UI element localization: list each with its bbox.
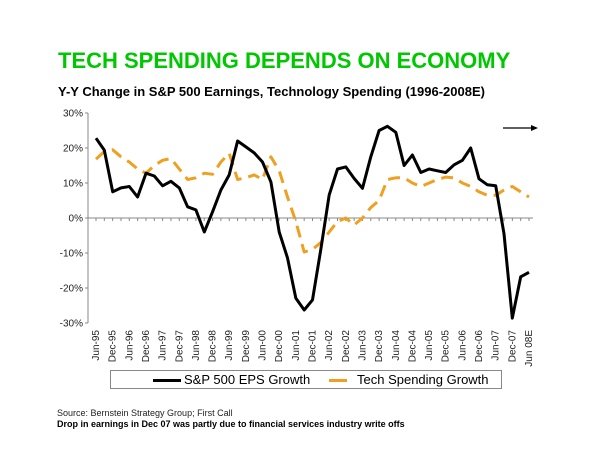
y-tick-labels: 30% 20% 10% 0% -10% -20% -30% xyxy=(60,109,83,330)
tech-spending-line xyxy=(94,148,530,254)
x-tick-label: Jun-03 xyxy=(357,330,368,361)
x-tick-label: Dec-03 xyxy=(374,330,385,363)
x-tick-label: Jun-06 xyxy=(457,330,468,361)
x-tick-label: Jun-02 xyxy=(324,330,335,361)
eps-growth-line xyxy=(94,124,530,320)
x-tick-labels: Jun-95 Dec-95 Jun-96 Dec-96 Jun-97 Dec-97 Jun-… xyxy=(91,330,535,367)
footnote: Drop in earnings in Dec 07 was partly du… xyxy=(57,419,405,429)
chart-subtitle: Y-Y Change in S&P 500 Earnings, Technolo… xyxy=(58,84,485,99)
x-tick-label: Jun 08E xyxy=(524,330,535,367)
y-tick-label: 20% xyxy=(63,144,83,155)
x-tick-label: Jun-00 xyxy=(258,330,269,361)
x-tick-label: Jun-97 xyxy=(158,330,169,361)
y-tick-label: -10% xyxy=(60,249,83,260)
legend-label-eps: S&P 500 EPS Growth xyxy=(184,372,311,387)
y-tick-label: 0% xyxy=(69,214,84,225)
source-note: Source: Bernstein Strategy Group; First … xyxy=(57,408,233,418)
x-tick-label: Jun-05 xyxy=(424,330,435,361)
legend-item-tech: Tech Spending Growth xyxy=(329,371,489,388)
right-arrow-icon xyxy=(503,125,538,131)
series-lines xyxy=(94,124,530,320)
x-tick-label: Dec-04 xyxy=(407,330,418,363)
x-tick-label: Dec-01 xyxy=(308,330,319,363)
x-tick-label: Jun-96 xyxy=(124,330,135,361)
y-tick-label: -30% xyxy=(60,319,83,330)
x-tick-label: Jun-99 xyxy=(224,330,235,361)
x-tick-label: Jun-07 xyxy=(491,330,502,361)
legend-swatch-eps xyxy=(153,379,181,383)
slide-title: TECH SPENDING DEPENDS ON ECONOMY xyxy=(58,48,511,73)
legend-label-tech: Tech Spending Growth xyxy=(357,372,489,387)
y-tick-label: -20% xyxy=(60,284,83,295)
y-tick-label: 10% xyxy=(63,179,83,190)
legend: S&P 500 EPS Growth Tech Spending Growth xyxy=(110,370,502,389)
legend-item-eps: S&P 500 EPS Growth xyxy=(153,371,310,388)
x-tick-label: Dec-05 xyxy=(441,330,452,363)
x-tick-label: Dec-97 xyxy=(174,330,185,363)
x-tick-label: Dec-96 xyxy=(141,330,152,363)
y-tick-label: 30% xyxy=(63,109,83,120)
x-tick-label: Dec-07 xyxy=(507,330,518,363)
x-tick-label: Dec-98 xyxy=(208,330,219,363)
x-tick-label: Jun-04 xyxy=(391,330,402,361)
x-tick-label: Jun-98 xyxy=(191,330,202,361)
x-tick-label: Jun-95 xyxy=(91,330,102,361)
x-tick-label: Dec-99 xyxy=(241,330,252,363)
x-tick-label: Dec-95 xyxy=(108,330,119,363)
x-tick-label: Dec-02 xyxy=(341,330,352,363)
axes xyxy=(85,112,533,324)
x-tick-label: Jun-01 xyxy=(291,330,302,361)
x-tick-label: Dec-00 xyxy=(274,330,285,363)
legend-swatch-tech xyxy=(329,379,347,383)
x-tick-label: Dec-06 xyxy=(474,330,485,363)
